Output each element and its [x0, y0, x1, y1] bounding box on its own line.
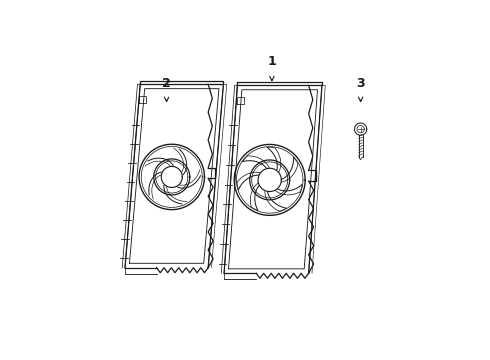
- Text: 1: 1: [268, 55, 276, 68]
- Text: 3: 3: [356, 77, 365, 90]
- Text: 2: 2: [162, 77, 171, 90]
